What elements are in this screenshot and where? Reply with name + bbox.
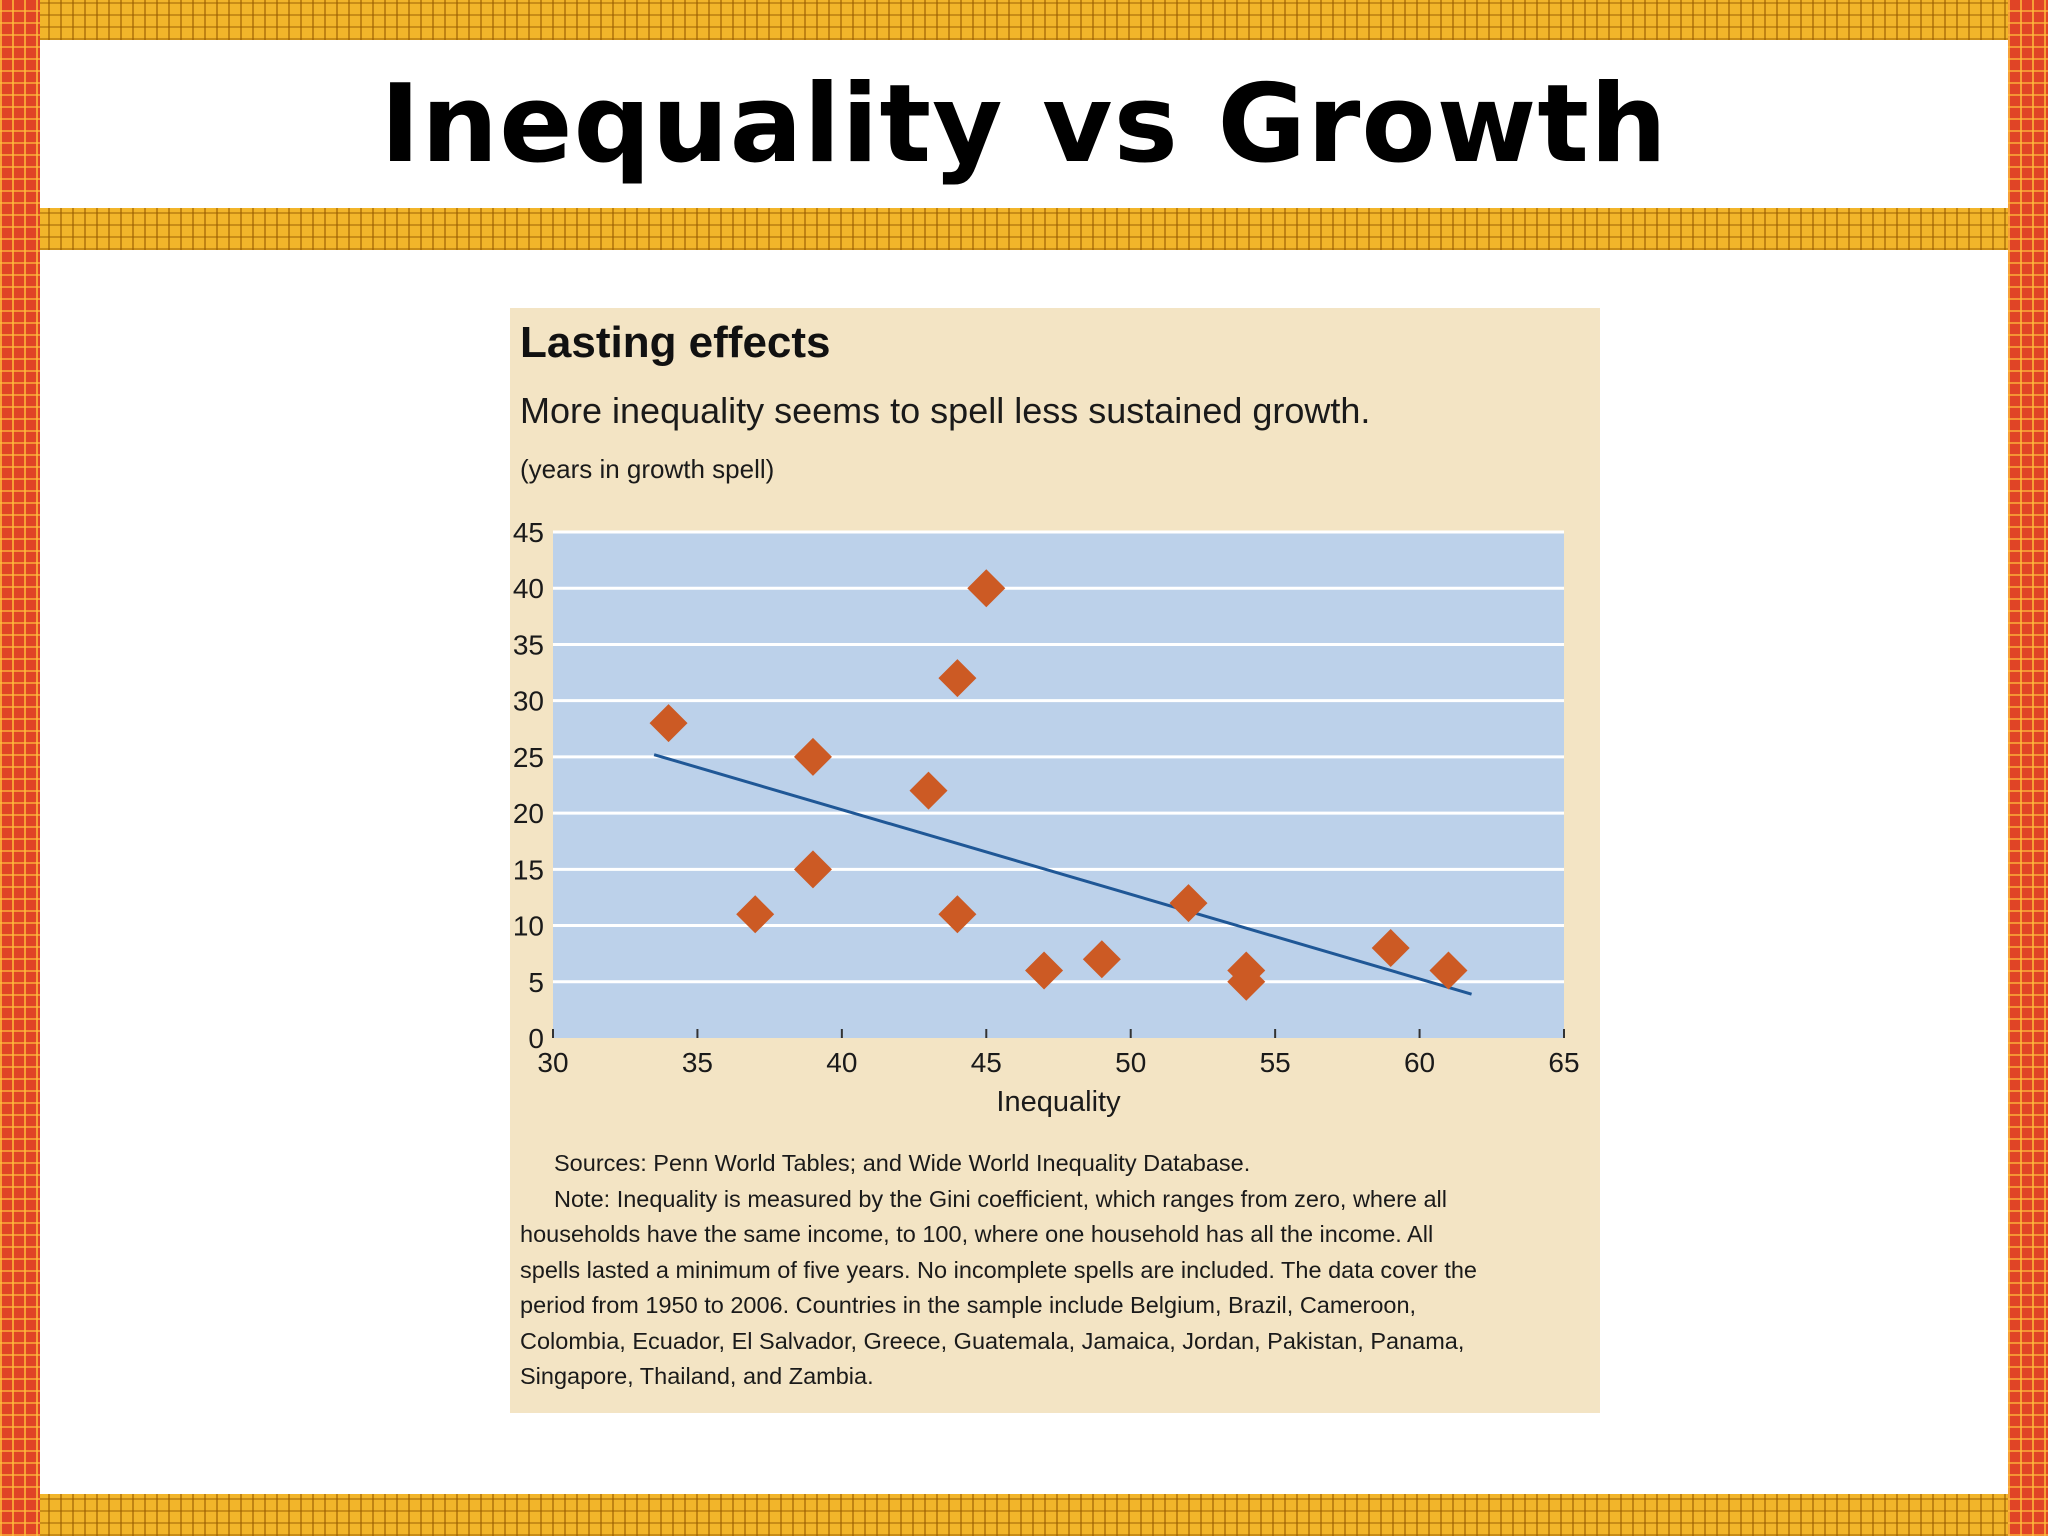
y-axis-unit-label: (years in growth spell) [520, 454, 775, 484]
data-points [649, 569, 1468, 1001]
note-line-1: Note: Inequality is measured by the Gini… [554, 1185, 1447, 1212]
trendline [653, 753, 1472, 996]
note-line-4: period from 1950 to 2006. Countries in t… [520, 1292, 1417, 1318]
y-tick-label: 15 [513, 854, 544, 885]
scatter-chart: 0 5 10 15 20 25 30 35 40 45 30 35 40 45 50 55 60 65 Inequ… [513, 517, 1580, 1118]
y-tick-label: 20 [513, 798, 544, 829]
chart-subtitle: More inequality seems to spell less sust… [520, 390, 1371, 431]
axes: 0 5 10 15 20 25 30 35 40 45 30 35 40 45 50 55 60 65 [513, 517, 1580, 1078]
x-tick-label: 50 [1115, 1047, 1146, 1078]
data-point-3 [793, 737, 832, 776]
data-point-1 [649, 704, 688, 743]
figure-notes: Sources: Penn World Tables; and Wide Wor… [520, 1146, 1590, 1395]
y-tick-label: 25 [513, 742, 544, 773]
data-point-8 [967, 569, 1006, 608]
x-axis-title: Inequality [996, 1086, 1121, 1118]
x-tick-label: 55 [1260, 1047, 1291, 1078]
data-point-7 [938, 895, 977, 934]
y-tick-label: 10 [513, 911, 544, 942]
data-point-4 [793, 850, 832, 889]
data-point-10 [1082, 940, 1121, 979]
frame-left-band [0, 0, 40, 1536]
plot-area [553, 532, 1564, 1038]
y-tick-label: 35 [513, 629, 544, 660]
x-tick-label: 40 [826, 1047, 857, 1078]
x-tick-label: 45 [971, 1047, 1002, 1078]
gridlines [553, 530, 1564, 984]
x-tick-label: 30 [537, 1047, 568, 1078]
y-tick-label: 40 [513, 573, 544, 604]
chart-title: Lasting effects [520, 318, 831, 367]
trendline-layer [653, 753, 1472, 996]
y-tick-label: 5 [528, 967, 544, 998]
frame-right-band [2008, 0, 2048, 1536]
frame-bottom-band [0, 1494, 2048, 1536]
data-point-14 [1371, 929, 1410, 968]
sources-note: Sources: Penn World Tables; and Wide Wor… [554, 1150, 1251, 1176]
y-tick-label: 45 [513, 517, 544, 548]
x-tick-label: 60 [1404, 1047, 1435, 1078]
data-point-15 [1429, 951, 1468, 990]
data-point-13 [1227, 962, 1266, 1001]
note-line-2: households have the same income, to 100,… [520, 1221, 1434, 1247]
data-point-6 [938, 659, 977, 698]
x-tick-label: 65 [1548, 1047, 1579, 1078]
data-point-11 [1169, 884, 1208, 923]
data-point-9 [1025, 951, 1064, 990]
data-point-5 [909, 771, 948, 810]
data-point-2 [736, 895, 775, 934]
note-line-5: Colombia, Ecuador, El Salvador, Greece, … [520, 1327, 1465, 1354]
frame-top-band [0, 0, 2048, 40]
figure-panel: Lasting effects More inequality seems to… [510, 308, 1600, 1413]
frame-middle-band [0, 208, 2048, 250]
y-tick-label: 0 [528, 1023, 544, 1054]
x-tick-label: 35 [682, 1047, 713, 1078]
slide-title: Inequality vs Growth [380, 61, 1668, 187]
note-line-3: spells lasted a minimum of five years. N… [520, 1256, 1478, 1283]
y-tick-label: 30 [513, 686, 544, 717]
note-line-6: Singapore, Thailand, and Zambia. [520, 1363, 874, 1389]
